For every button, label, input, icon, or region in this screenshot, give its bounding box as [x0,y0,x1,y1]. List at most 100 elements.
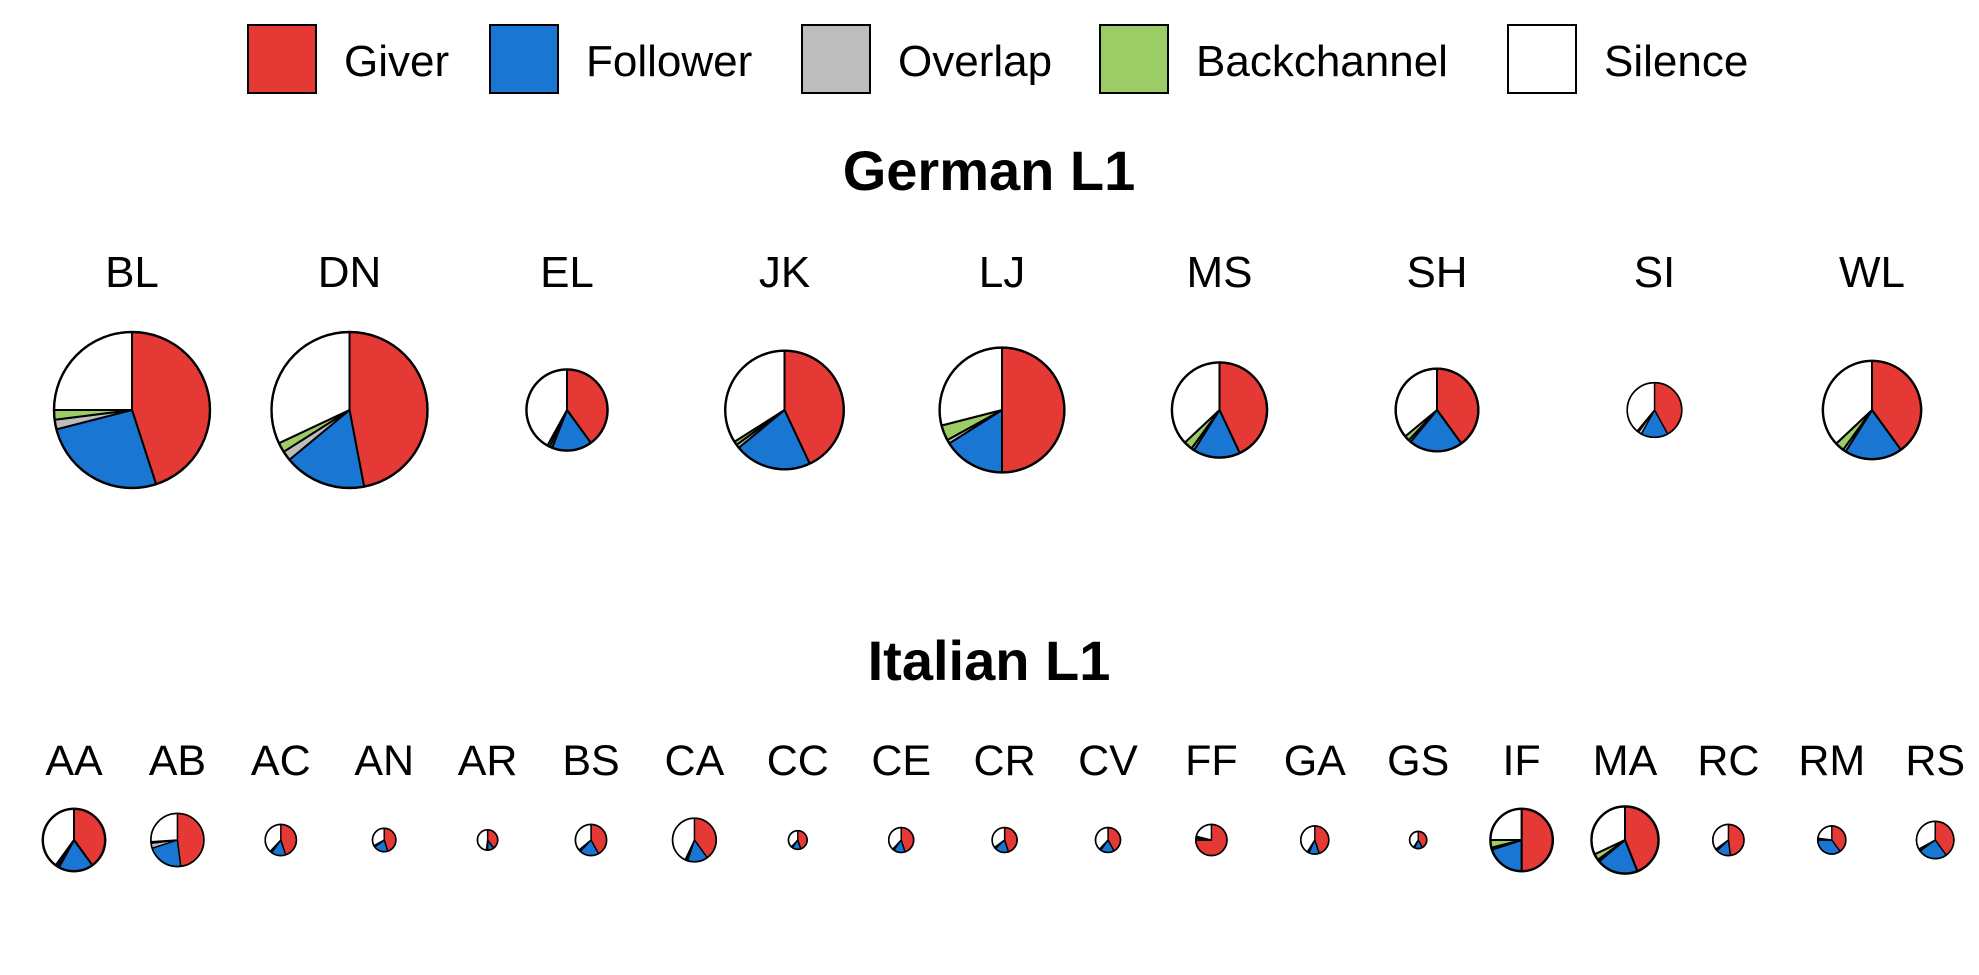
pie-sh: SH [1394,248,1480,453]
pie-label: FF [1185,737,1238,785]
legend-item-silence: Silence [1507,24,1748,94]
pie-outline [1299,825,1330,855]
pie-label: CV [1078,737,1138,785]
legend-item-follower: Follower [489,24,752,94]
pie-wl: WL [1821,248,1923,461]
pie-label: BS [562,737,619,785]
pie-outline [150,812,205,868]
pie-outline [724,349,845,471]
pie-label: SI [1634,248,1676,297]
pie-outline [887,826,915,854]
pie-label: CA [665,737,725,785]
pie-lj: LJ [938,248,1066,474]
pie-label: MS [1187,248,1253,297]
pie-outline [1816,825,1847,855]
pie-gs: GS [1387,737,1449,850]
pie-label: RC [1697,737,1759,785]
legend-item-giver: Giver [247,24,449,94]
pie-outline [476,829,499,851]
pie-an: AN [354,737,414,853]
pie-rm: RM [1798,737,1865,855]
pie-outline [671,817,718,863]
pie-outline [1394,367,1480,453]
pie-ff: FF [1185,737,1238,857]
pie-outline [1712,823,1745,857]
pie-label: AR [458,737,518,785]
pie-label: JK [759,248,810,297]
group-title: Italian L1 [868,629,1111,692]
pie-ms: MS [1170,248,1269,459]
pie-ab: AB [149,737,206,868]
pie-cc: CC [767,737,829,851]
legend-label-silence: Silence [1604,37,1748,86]
legend-swatch-silence [1507,24,1577,94]
pie-label: MA [1593,737,1658,785]
pie-el: EL [525,248,609,452]
pie-outline [264,823,298,857]
pie-outline [1626,381,1683,439]
pie-si: SI [1626,248,1683,439]
group-title: German L1 [843,139,1136,202]
pie-outline [1915,820,1955,860]
pie-label: GS [1387,737,1449,785]
pie-ac: AC [251,737,311,857]
pie-label: SH [1406,248,1467,297]
pie-label: WL [1839,248,1905,297]
pie-outline [991,826,1018,854]
legend-label-backchannel: Backchannel [1196,37,1448,86]
slice-giver [348,331,429,488]
pie-outline [1170,361,1269,459]
legend-label-giver: Giver [344,37,449,86]
pie-outline [1094,826,1122,854]
pie-ga: GA [1284,737,1346,855]
pie-outline [938,346,1066,474]
pie-outline [1590,805,1660,875]
slice-silence [476,829,489,851]
pie-label: RS [1905,737,1965,785]
pie-label: BL [105,248,159,297]
legend-label-follower: Follower [586,37,752,86]
pie-rs: RS [1905,737,1965,860]
pie-label: AC [251,737,311,785]
pie-ar: AR [458,737,518,851]
pie-label: CR [974,737,1036,785]
legend-swatch-overlap [801,24,871,94]
slice-giver [1520,807,1554,873]
pie-label: AB [149,737,206,785]
legend-swatch-follower [489,24,559,94]
pie-label: GA [1284,737,1346,785]
pie-jk: JK [724,248,845,471]
legend-swatch-giver [247,24,317,94]
pie-outline [52,330,212,490]
pie-aa: AA [41,737,107,873]
pie-bl: BL [52,248,212,490]
pie-label: CC [767,737,829,785]
pie-label: EL [540,248,594,297]
pie-dn: DN [270,248,429,490]
pie-ma: MA [1590,737,1660,875]
pie-cr: CR [974,737,1036,854]
pie-cv: CV [1078,737,1138,854]
slice-giver [1727,823,1745,857]
pie-if: IF [1489,737,1555,873]
pie-outline [787,829,808,851]
group-german-l1: German L1 BL DN EL JK LJ MS SH SI WL [52,139,1923,490]
legend: Giver Follower Overlap Backchannel Silence [247,24,1748,94]
legend-item-backchannel: Backchannel [1099,24,1448,94]
pie-label: CE [871,737,931,785]
legend-swatch-backchannel [1099,24,1169,94]
pie-bs: BS [562,737,620,857]
legend-label-overlap: Overlap [898,37,1052,86]
pie-outline [371,827,397,853]
pie-outline [525,368,609,452]
pie-label: DN [318,248,382,297]
pie-label: RM [1798,737,1865,785]
pie-ce: CE [871,737,931,854]
legend-item-overlap: Overlap [801,24,1052,94]
slice-giver [1001,346,1066,474]
pie-label: AN [354,737,414,785]
group-italian-l1: Italian L1 AA AB AC AN AR BS CA CC CE CR CV FF GA GS IF… [41,629,1965,875]
pie-outline [270,330,429,490]
pie-outline [1489,807,1555,873]
